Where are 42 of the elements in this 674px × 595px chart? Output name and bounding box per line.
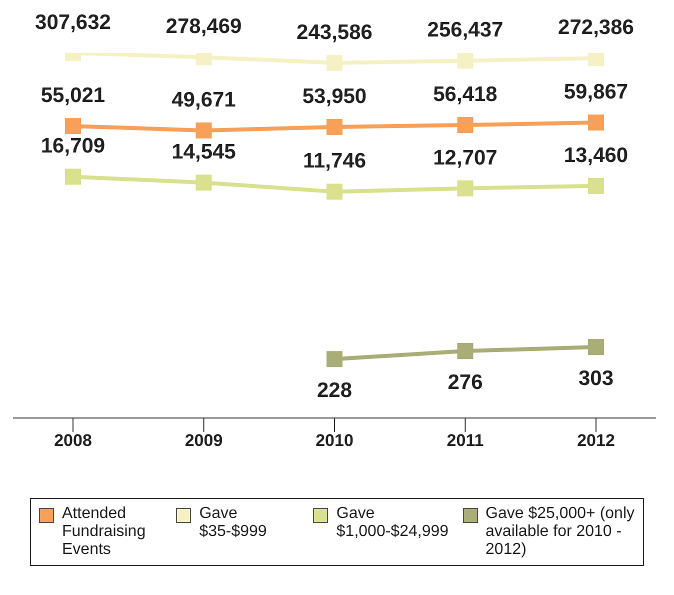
data-label: 16,709 [40, 134, 106, 158]
x-tick-label: 2012 [577, 431, 615, 450]
point [588, 178, 604, 194]
point [326, 184, 342, 200]
x-tick-label: 2008 [54, 431, 92, 450]
data-label: 307,632 [35, 11, 111, 34]
data-label: 56,418 [433, 83, 498, 106]
data-label: 59,867 [564, 80, 628, 104]
data-label: 243,586 [296, 20, 372, 44]
data-label: 14,545 [172, 140, 236, 164]
data-label: 49,671 [172, 88, 236, 112]
point [196, 174, 212, 191]
data-label: 303 [578, 367, 614, 390]
point [457, 343, 474, 360]
point [65, 168, 81, 185]
data-label: 53,950 [302, 84, 367, 108]
point [196, 122, 212, 138]
point [326, 54, 342, 71]
point [326, 118, 342, 135]
point [457, 53, 474, 69]
point [65, 118, 81, 134]
x-tick-label: 2009 [184, 431, 223, 450]
data-label: 12,707 [433, 146, 498, 170]
legend-label: Attended Fundraising Events [62, 505, 147, 559]
data-label: 11,746 [302, 150, 366, 173]
x-tick-label: 2010 [316, 431, 354, 450]
point [457, 180, 474, 196]
data-label: 276 [448, 371, 483, 394]
data-label: 55,021 [40, 84, 106, 108]
data-label: 228 [316, 379, 352, 402]
data-label: 13,460 [564, 144, 628, 167]
legend-label: Gave $25,000+ (only available for 2010 - 2012) [486, 505, 635, 559]
point [588, 339, 604, 356]
data-label: 278,469 [166, 15, 242, 38]
legend-label: Gave $35-$999 [199, 505, 268, 541]
data-label: 256,437 [427, 18, 504, 42]
x-tick-label: 2011 [446, 431, 484, 450]
point [457, 117, 474, 134]
data-label: 272,386 [558, 16, 634, 40]
point [588, 114, 604, 131]
legend-label: Gave $1,000-$24,999 [336, 505, 449, 541]
point [326, 351, 342, 368]
